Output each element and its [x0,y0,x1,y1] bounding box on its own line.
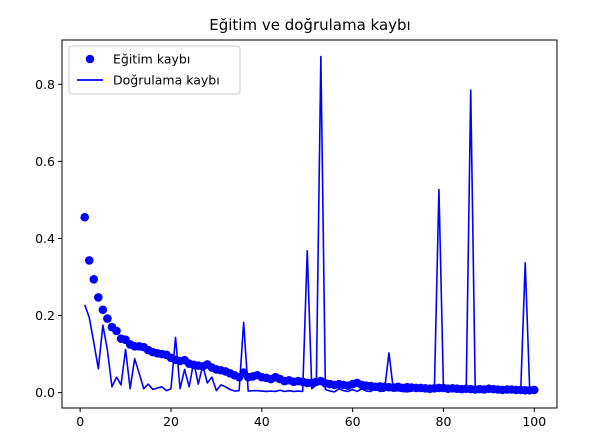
x-tick-label: 80 [436,414,452,429]
y-tick-label: 0.4 [35,231,55,246]
y-tick-label: 0.6 [35,154,55,169]
data-point-training-loss [529,385,539,395]
data-point-training-loss [103,314,112,323]
series-line-validation-loss [83,55,535,393]
legend-box [68,45,241,95]
data-point-training-loss [112,326,121,336]
axes-frame [61,39,558,409]
x-tick-label: 0 [76,414,84,429]
y-tick-label: 0.8 [35,77,55,92]
legend-dot-marker [85,54,95,64]
plot-area [80,55,539,395]
chart-title: Eğitim ve doğrulama kaybı [209,16,410,34]
y-tick-label: 0.2 [35,308,55,323]
y-tick-label: 0.0 [35,385,55,400]
x-tick-label: 40 [254,414,270,429]
x-tick-label: 20 [163,414,179,429]
legend-label: Eğitim kaybı [113,52,190,67]
legend-label: Doğrulama kaybı [113,73,220,88]
data-point-training-loss [94,293,103,302]
x-tick-label: 100 [522,414,546,429]
data-point-training-loss [84,256,94,265]
legend: Eğitim kaybı Doğrulama kaybı [68,45,241,95]
data-point-training-loss [98,305,108,315]
data-point-training-loss [80,212,90,222]
axes: 0 20 40 60 80 100 0.0 0.2 0.4 0.6 0.8 [35,39,558,429]
x-tick-label: 60 [345,414,361,429]
data-point-training-loss [89,275,99,284]
